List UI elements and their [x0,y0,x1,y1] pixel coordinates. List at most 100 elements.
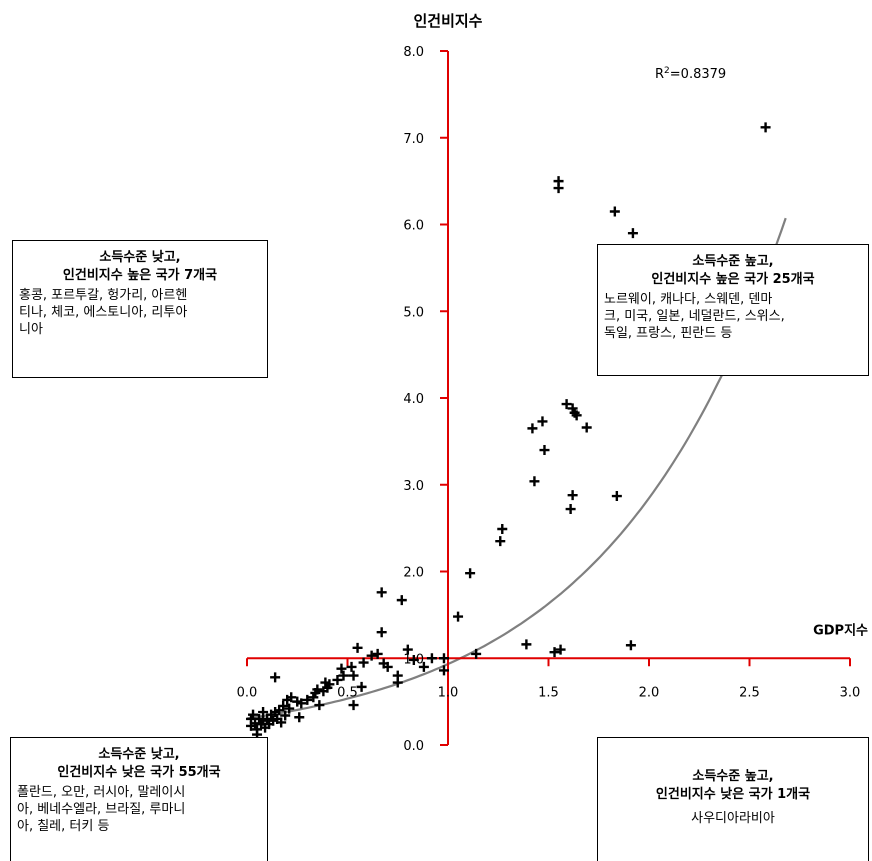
data-point [627,228,638,239]
quadrant-title-line: 인건비지수 높은 국가 25개국 [651,272,815,287]
data-point [497,523,508,534]
quadrant-title-top-left: 소득수준 낮고, 인건비지수 높은 국가 7개국 [13,249,267,285]
quadrant-body-line: 폴란드, 오만, 러시아, 말레이시 [17,785,186,800]
r-squared-label: R2=0.8379 [655,66,726,82]
data-point [280,710,291,721]
y-tick-label: 6.0 [403,219,424,234]
trendline [246,217,787,720]
data-point [396,595,407,606]
data-point [392,677,403,688]
data-point [372,648,383,659]
data-point [539,445,550,456]
quadrant-title-line: 소득수준 낮고, [99,250,181,265]
y-tick-label: 7.0 [403,132,424,147]
data-point [495,536,506,547]
data-point [302,694,313,705]
data-point [292,696,303,707]
data-point [376,587,387,598]
data-point [555,644,566,655]
quadrant-title-line: 소득수준 낮고, [98,747,180,762]
x-tick-label: 2.0 [639,685,660,700]
data-point [348,700,359,711]
r-squared-superscript: 2 [664,66,670,76]
quadrant-title-bottom-right: 소득수준 높고, 인건비지수 낮은 국가 1개국 [598,768,868,804]
data-point [453,611,464,622]
quadrant-title-line: 소득수준 높고, [692,769,774,784]
data-point [320,677,331,688]
quadrant-body-line: 티나, 체코, 에스토니아, 리투아 [19,305,188,320]
quadrant-title-bottom-left: 소득수준 낮고, 인건비지수 낮은 국가 55개국 [11,746,267,782]
quadrant-title-line: 소득수준 높고, [692,254,774,269]
data-point [318,686,329,697]
data-point [332,674,343,685]
data-point [382,661,393,672]
data-point [438,653,449,664]
data-point [581,422,592,433]
data-point [402,644,413,655]
quadrant-body-bottom-left: 폴란드, 오만, 러시아, 말레이시 아, 베네수엘라, 브라질, 루마니 아,… [11,784,267,835]
y-tick-label: 2.0 [403,566,424,581]
quadrant-body-line: 크, 미국, 일본, 네덜란드, 스위스, [604,309,785,324]
quadrant-body-line: 독일, 프랑스, 핀란드 등 [604,326,733,341]
x-axis-title: GDP지수 [813,623,868,638]
data-point [246,720,257,731]
labels-group: 0.0 1.0 2.0 3.0 4.0 5.0 6.0 7.0 8.0 0.0 0.5 1.0 1.5 2… [237,12,868,754]
x-tick-label: 2.5 [739,685,760,700]
data-point [521,639,532,650]
data-point [760,122,771,133]
data-point [438,665,449,676]
x-tick-label: 0.5 [337,685,358,700]
data-point [314,700,325,711]
data-point [625,640,636,651]
quadrant-box-bottom-right: 소득수준 높고, 인건비지수 낮은 국가 1개국 사우디아라비아 [597,737,869,861]
trendline-group [246,217,787,720]
data-point [565,504,576,515]
x-tick-label: 0.0 [237,685,258,700]
data-point [346,661,357,672]
data-point [571,410,582,421]
data-point [358,657,369,668]
axes-group [246,50,851,746]
data-point [270,672,281,683]
data-point [258,707,269,718]
data-point [282,694,293,705]
data-point [529,476,540,487]
quadrant-body-bottom-right: 사우디아라비아 [598,810,868,827]
quadrant-title-line: 인건비지수 낮은 국가 1개국 [655,787,811,802]
y-axis-title: 인건비지수 [413,12,482,30]
data-point [418,661,429,672]
quadrant-title-top-right: 소득수준 높고, 인건비지수 높은 국가 25개국 [598,253,868,289]
data-point [352,642,363,653]
data-point [336,663,347,674]
data-point [567,490,578,501]
data-point [308,692,319,703]
quadrant-box-top-right: 소득수준 높고, 인건비지수 높은 국가 25개국 노르웨이, 캐나다, 스웨덴… [597,244,869,376]
data-point [465,568,476,579]
data-point [553,183,564,194]
data-point [376,627,387,638]
y-tick-label: 1.0 [403,652,424,667]
quadrant-body-line: 홍콩, 포르투갈, 헝가리, 아르헨 [19,288,188,303]
data-point [276,717,287,728]
data-point [408,654,419,665]
y-tick-label: 8.0 [403,45,424,60]
data-point [284,703,295,714]
quadrant-body-line: 사우디아라비아 [691,811,775,826]
quadrant-body-line: 노르웨이, 캐나다, 스웨덴, 덴마 [604,292,773,307]
data-point [527,423,538,434]
r-squared-prefix: R [655,67,664,82]
data-point [471,648,482,659]
data-point [294,712,305,723]
data-point [561,399,572,410]
data-point [356,681,367,692]
data-point [537,416,548,427]
quadrant-body-line: 아, 칠레, 터키 등 [17,819,110,834]
x-tick-label: 1.5 [538,685,559,700]
quadrant-box-bottom-left: 소득수준 낮고, 인건비지수 낮은 국가 55개국 폴란드, 오만, 러시아, … [10,737,268,861]
y-tick-label: 0.0 [403,739,424,754]
data-point [426,653,437,664]
quadrant-body-line: 니아 [19,322,43,337]
data-point [611,491,622,502]
quadrant-box-top-left: 소득수준 낮고, 인건비지수 높은 국가 7개국 홍콩, 포르투갈, 헝가리, … [12,240,268,378]
